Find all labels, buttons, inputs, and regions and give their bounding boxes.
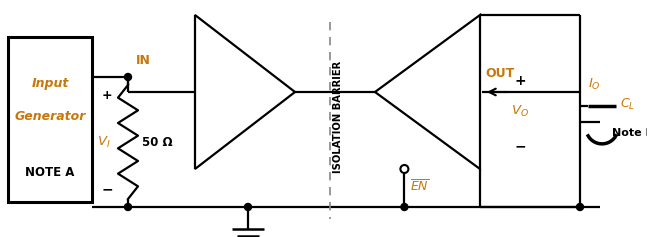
Text: +: + <box>102 88 113 101</box>
Circle shape <box>245 204 252 210</box>
Text: Input: Input <box>31 77 69 90</box>
Text: OUT: OUT <box>485 67 514 80</box>
Text: 50 Ω: 50 Ω <box>142 136 173 149</box>
Text: Generator: Generator <box>14 110 85 123</box>
Circle shape <box>400 165 408 173</box>
Text: +: + <box>514 74 526 88</box>
Circle shape <box>401 204 408 210</box>
Text: ISOLATION BARRIER: ISOLATION BARRIER <box>333 61 343 173</box>
Text: Note B: Note B <box>612 128 647 138</box>
Text: $V_I$: $V_I$ <box>97 134 111 150</box>
Text: $I_O$: $I_O$ <box>588 77 601 91</box>
Circle shape <box>124 204 131 210</box>
Bar <box>8 37 92 202</box>
Text: $C_L$: $C_L$ <box>620 96 635 112</box>
Text: −: − <box>101 182 113 196</box>
Text: −: − <box>514 139 526 153</box>
Text: $\overline{EN}$: $\overline{EN}$ <box>410 179 430 195</box>
Text: IN: IN <box>136 54 151 67</box>
Text: $V_O$: $V_O$ <box>511 103 529 118</box>
Circle shape <box>576 204 584 210</box>
Circle shape <box>124 73 131 81</box>
Text: NOTE A: NOTE A <box>25 166 74 179</box>
